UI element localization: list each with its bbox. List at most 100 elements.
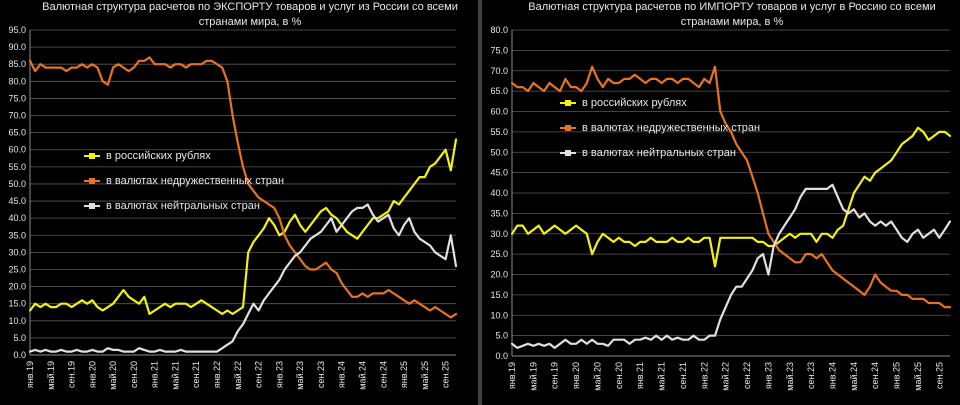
y-tick-label: 90.0	[8, 42, 26, 52]
x-tick-label: сен.25	[934, 362, 944, 389]
y-tick-label: 15.0	[490, 290, 508, 300]
x-tick-label: май.22	[233, 361, 243, 390]
legend-swatch-orange	[560, 124, 576, 131]
y-tick-label: 5.0	[495, 331, 508, 341]
export-legend-item-unfriendly: в валютах недружественных стран	[84, 168, 284, 193]
x-tick-label: янв.24	[827, 362, 837, 389]
y-tick-label: 50.0	[8, 179, 26, 189]
y-tick-label: 30.0	[8, 247, 26, 257]
import-legend-item-rub: в российских рублях	[560, 90, 760, 115]
import-legend-item-unfriendly: в валютах недружественных стран	[560, 115, 760, 140]
y-tick-label: 20.0	[490, 270, 508, 280]
x-tick-label: сен.24	[870, 362, 880, 389]
y-tick-label: 80.0	[8, 76, 26, 86]
y-tick-label: 80.0	[490, 25, 508, 35]
legend-label: в валютах недружественных стран	[106, 174, 285, 187]
x-tick-label: янв.20	[87, 361, 97, 388]
y-tick-label: 15.0	[8, 299, 26, 309]
legend-label: в валютах нейтральных стран	[582, 146, 736, 159]
x-tick-label: сен.21	[191, 361, 201, 388]
y-tick-label: 5.0	[13, 333, 26, 343]
y-tick-label: 10.0	[8, 316, 26, 326]
legend-marker	[89, 202, 95, 209]
x-tick-label: сен.24	[378, 361, 388, 388]
legend-marker	[565, 124, 571, 131]
x-tick-label: сен.21	[678, 362, 688, 389]
series-line-2	[28, 56, 458, 319]
y-tick-label: 95.0	[8, 25, 26, 35]
y-tick-label: 25.0	[490, 249, 508, 259]
y-tick-label: 55.0	[8, 162, 26, 172]
legend-swatch-yellow	[560, 99, 576, 106]
legend-marker	[89, 152, 95, 159]
y-tick-label: 25.0	[8, 264, 26, 274]
x-tick-label: май.25	[420, 361, 430, 390]
y-tick-label: 75.0	[8, 93, 26, 103]
x-tick-label: май.25	[913, 362, 923, 391]
legend-swatch-white	[560, 149, 576, 156]
x-tick-label: май.21	[657, 362, 667, 391]
x-tick-label: янв.21	[635, 362, 645, 389]
y-tick-label: 60.0	[490, 107, 508, 117]
export-chart-panel: 0.0 5.0 10.0 15.0 20.0 25.0 30.0 35.0 40.0 45.0 50…	[0, 0, 478, 405]
export-legend-item-neutral: в валютах нейтральных стран	[84, 193, 284, 218]
x-tick-label: май.19	[528, 362, 538, 391]
y-tick-label: 75.0	[490, 45, 508, 55]
import-legend-item-neutral: в валютах нейтральных стран	[560, 140, 760, 165]
x-tick-label: сен.22	[254, 361, 264, 388]
legend-label: в российских рублях	[106, 149, 211, 162]
import-chart-title: Валютная структура расчетов по ИМПОРТУ т…	[528, 1, 936, 28]
y-tick-label: 0.0	[495, 351, 508, 361]
y-tick-label: 55.0	[490, 127, 508, 137]
x-tick-label: янв.25	[399, 361, 409, 388]
legend-swatch-yellow	[84, 152, 100, 159]
x-tick-label: май.24	[357, 361, 367, 390]
x-tick-label: янв.20	[571, 362, 581, 389]
x-tick-label: сен.19	[550, 362, 560, 389]
y-tick-label: 30.0	[490, 229, 508, 239]
x-tick-label: сен.23	[316, 361, 326, 388]
x-tick-label: май.23	[785, 362, 795, 391]
y-tick-label: 60.0	[8, 145, 26, 155]
y-tick-label: 65.0	[8, 128, 26, 138]
legend-swatch-orange	[84, 177, 100, 184]
x-tick-label: янв.19	[507, 362, 517, 389]
import-legend: в российских рублях в валютах недружеств…	[560, 90, 760, 165]
y-tick-label: 70.0	[8, 111, 26, 121]
series-line-1	[510, 126, 952, 268]
y-tick-label: 65.0	[490, 86, 508, 96]
x-tick-label: сен.23	[806, 362, 816, 389]
legend-marker	[565, 149, 571, 156]
legend-marker	[565, 99, 571, 106]
series-line-2	[510, 65, 952, 309]
x-tick-label: янв.19	[25, 361, 35, 388]
export-legend-item-rub: в российских рублях	[84, 143, 284, 168]
y-tick-label: 85.0	[8, 59, 26, 69]
series-line-1	[28, 138, 458, 315]
x-tick-label: янв.23	[274, 361, 284, 388]
export-chart-svg: 0.0 5.0 10.0 15.0 20.0 25.0 30.0 35.0 40.0 45.0 50…	[8, 25, 458, 390]
series-line-3	[28, 203, 458, 353]
y-tick-label: 35.0	[490, 208, 508, 218]
x-tick-label: янв.22	[699, 362, 709, 389]
x-tick-label: май.20	[108, 361, 118, 390]
legend-label: в российских рублях	[582, 96, 687, 109]
x-tick-label: май.19	[46, 361, 56, 390]
y-tick-label: 10.0	[490, 310, 508, 320]
legend-label: в валютах нейтральных стран	[106, 199, 260, 212]
x-tick-label: янв.24	[337, 361, 347, 388]
x-tick-label: май.22	[721, 362, 731, 391]
x-tick-label: май.20	[592, 362, 602, 391]
y-tick-label: 40.0	[8, 213, 26, 223]
y-tick-label: 50.0	[490, 147, 508, 157]
import-chart-panel: 0.0 5.0 10.0 15.0 20.0 25.0 30.0 35.0 40.0 45.0 50…	[482, 0, 960, 405]
series-line-3	[510, 183, 952, 349]
y-tick-label: 70.0	[490, 66, 508, 76]
import-chart-svg: 0.0 5.0 10.0 15.0 20.0 25.0 30.0 35.0 40.0 45.0 50…	[490, 25, 952, 391]
x-tick-label: сен.25	[441, 361, 451, 388]
y-tick-label: 40.0	[490, 188, 508, 198]
y-tick-label: 35.0	[8, 230, 26, 240]
export-legend: в российских рублях в валютах недружеств…	[84, 143, 284, 218]
export-chart-title: Валютная структура расчетов по ЭКСПОРТУ …	[42, 1, 458, 28]
x-tick-label: янв.22	[212, 361, 222, 388]
